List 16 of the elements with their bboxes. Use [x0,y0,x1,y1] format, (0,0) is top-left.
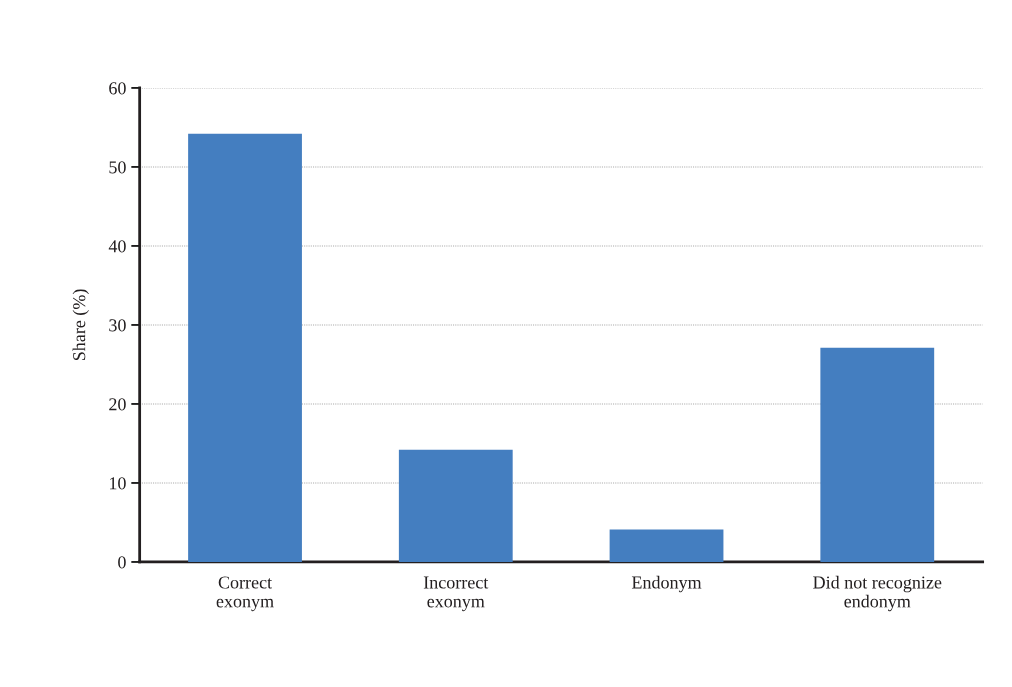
bar [398,449,513,562]
y-tick-label: 40 [108,240,126,253]
x-tick-label: Correct exonym [216,576,274,612]
x-tick-label: Endonym [631,575,702,593]
y-tick-label: 30 [109,319,126,332]
y-tick-label: 20 [109,398,126,411]
x-tick-label: Did not recognize endonym [813,575,942,612]
bar [609,529,724,562]
bar [188,133,302,562]
y-axis-title: Share (%) [72,289,89,361]
x-tick-label: Incorrect exonym [423,576,489,612]
y-tick-label: 0 [118,556,126,569]
y-tick-label: 60 [109,82,126,95]
y-tick-label: 10 [109,477,126,490]
y-tick-label: 50 [109,161,126,174]
bar [820,347,935,562]
